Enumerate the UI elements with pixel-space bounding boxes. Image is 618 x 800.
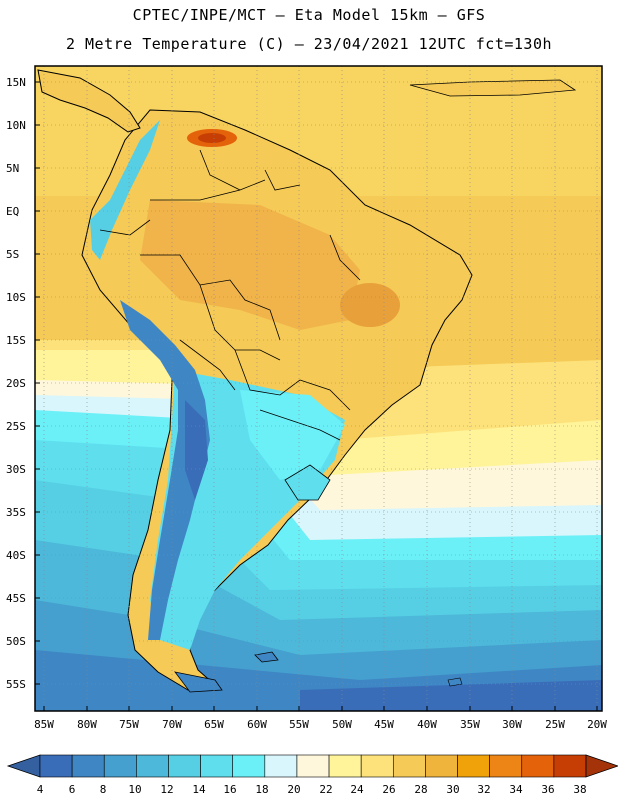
colorbar-cell <box>296 754 330 778</box>
lon-label: 60W <box>247 718 267 731</box>
map-title-line-2: 2 Metre Temperature (C) – 23/04/2021 12U… <box>65 35 553 53</box>
lat-label: EQ <box>6 205 20 218</box>
lat-label: 30S <box>6 463 26 476</box>
colorbar-cell <box>39 754 73 778</box>
colorbar-low-arrow <box>6 754 41 778</box>
central-america-land <box>37 69 141 133</box>
colorbar-label: 8 <box>99 783 107 796</box>
colorbar-label: 36 <box>541 783 555 796</box>
colorbar-label: 26 <box>382 783 396 796</box>
lon-label: 50W <box>332 718 352 731</box>
colorbar-label: 16 <box>223 783 237 796</box>
colorbar-label: 12 <box>160 783 174 796</box>
colorbar-cell <box>71 754 105 778</box>
colorbar-cell <box>136 754 169 778</box>
colorbar-cell <box>457 754 490 778</box>
map-frame <box>34 65 603 712</box>
lon-label: 80W <box>77 718 97 731</box>
andes-north <box>90 120 160 260</box>
lat-label: 20S <box>6 377 26 390</box>
colorbar-cell <box>328 754 362 778</box>
lon-label: 35W <box>460 718 480 731</box>
lon-label: 40W <box>417 718 437 731</box>
lon-label: 65W <box>204 718 224 731</box>
lon-label: 20W <box>587 718 607 731</box>
falkland-islands <box>254 651 279 663</box>
lat-label: 35S <box>6 506 26 519</box>
colorbar-cell <box>168 754 201 778</box>
colorbar-label: 20 <box>287 783 301 796</box>
colorbar <box>6 754 618 778</box>
andes-south <box>120 300 210 640</box>
lon-label: 70W <box>162 718 182 731</box>
lat-label: 15N <box>6 76 26 89</box>
colorbar-label: 14 <box>192 783 206 796</box>
lat-label: 25S <box>6 420 26 433</box>
lon-label: 85W <box>34 718 54 731</box>
colorbar-cell <box>232 754 266 778</box>
lon-label: 30W <box>502 718 522 731</box>
colorbar-cell <box>360 754 394 778</box>
colorbar-label: 18 <box>255 783 269 796</box>
lat-label: 40S <box>6 549 26 562</box>
lat-label: 5S <box>6 248 20 261</box>
lat-label: 5N <box>6 162 20 175</box>
colorbar-high-arrow <box>585 754 618 778</box>
lat-label: 45S <box>6 592 26 605</box>
lon-label: 25W <box>545 718 565 731</box>
lat-label: 50S <box>6 635 26 648</box>
colorbar-label: 10 <box>128 783 142 796</box>
lon-label: 45W <box>374 718 394 731</box>
colorbar-cell <box>103 754 137 778</box>
lat-label: 10S <box>6 291 26 304</box>
colorbar-label: 32 <box>477 783 491 796</box>
colorbar-cell <box>521 754 555 778</box>
colorbar-label: 4 <box>36 783 44 796</box>
colorbar-label: 30 <box>446 783 460 796</box>
axis-ticks <box>35 81 598 711</box>
graticule <box>35 66 602 711</box>
colorbar-label: 22 <box>319 783 333 796</box>
colorbar-label: 6 <box>68 783 76 796</box>
colorbar-cell <box>392 754 426 778</box>
colorbar-cell <box>425 754 458 778</box>
lon-label: 75W <box>119 718 139 731</box>
lat-label: 15S <box>6 334 26 347</box>
colorbar-label: 24 <box>350 783 364 796</box>
country-borders <box>99 149 361 441</box>
colorbar-label: 34 <box>509 783 523 796</box>
colorbar-label: 28 <box>414 783 428 796</box>
lat-label: 10N <box>6 119 26 132</box>
lon-label: 55W <box>289 718 309 731</box>
colorbar-cell <box>489 754 523 778</box>
map-title-line-1: CPTEC/INPE/MCT – Eta Model 15km – GFS <box>132 6 486 24</box>
colorbar-cell <box>264 754 298 778</box>
lat-label: 55S <box>6 678 26 691</box>
colorbar-cell <box>553 754 587 778</box>
colorbar-label: 38 <box>573 783 587 796</box>
colorbar-cell <box>200 754 234 778</box>
